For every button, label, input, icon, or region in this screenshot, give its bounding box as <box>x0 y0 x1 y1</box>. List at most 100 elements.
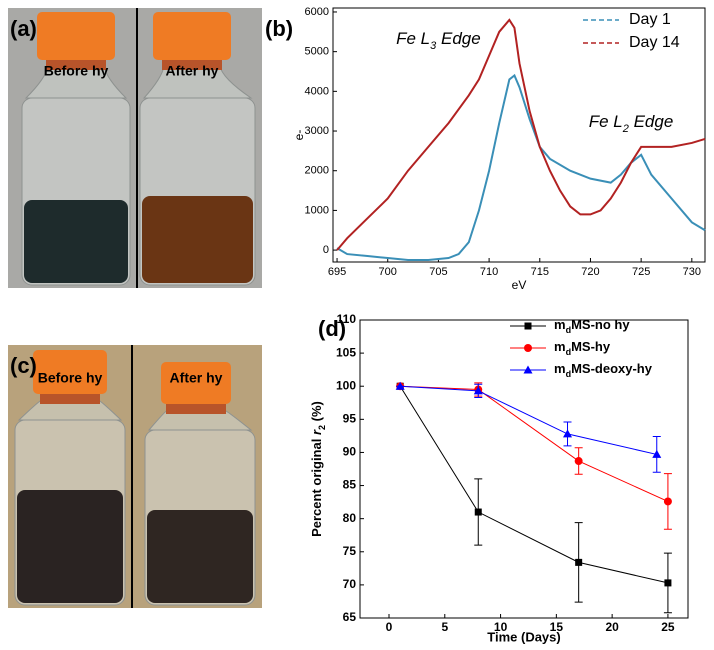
legend-marker <box>524 322 532 330</box>
annotation: Fe L3 Edge <box>396 29 481 51</box>
x-tick-label: 705 <box>429 266 447 278</box>
bottle-liquid <box>24 200 128 283</box>
series-line <box>336 18 706 251</box>
y-tick-label: 0 <box>323 244 329 256</box>
x-axis-label: eV <box>512 278 527 292</box>
y-tick-label: 4000 <box>305 85 329 97</box>
panel-label: (c) <box>10 353 37 378</box>
x-tick-label: 715 <box>531 266 549 278</box>
x-tick-label: 730 <box>683 266 701 278</box>
x-tick-label: 720 <box>581 266 599 278</box>
x-tick-label: 725 <box>632 266 650 278</box>
text-part: m <box>554 361 566 376</box>
x-tick-label: 695 <box>328 266 346 278</box>
marker <box>663 497 672 506</box>
series-line <box>400 385 669 502</box>
text-part: 2 <box>622 123 629 135</box>
text-part: MS-no hy <box>571 317 630 332</box>
text-part: MS-hy <box>571 339 611 354</box>
y-tick-label: 75 <box>343 544 357 558</box>
marker <box>574 457 583 466</box>
legend-label: mdMS-no hy <box>554 317 630 335</box>
x-tick-label: 10 <box>494 620 508 634</box>
bottle-liquid <box>17 490 123 603</box>
y-tick-label: 6000 <box>305 6 329 18</box>
text-part: Percent original <box>309 435 324 537</box>
y-tick-label: 85 <box>343 478 357 492</box>
marker <box>474 508 482 516</box>
text-part: Edge <box>436 29 480 48</box>
bottle-neck-band <box>40 394 100 404</box>
legend-marker <box>523 365 533 374</box>
bottle-cap <box>153 12 231 60</box>
photo-caption: Before hy <box>44 63 109 79</box>
text-part: r <box>309 429 324 435</box>
text-part: Edge <box>629 113 673 132</box>
y-tick-label: 65 <box>343 610 357 624</box>
bottle-liquid <box>147 510 253 603</box>
text-part: Fe L <box>396 29 430 48</box>
x-tick-label: 20 <box>605 620 619 634</box>
legend-marker <box>524 344 532 352</box>
y-axis-label: e- <box>292 130 306 141</box>
photo-caption: After hy <box>170 370 223 386</box>
x-tick-label: 700 <box>379 266 397 278</box>
text-part: m <box>554 339 566 354</box>
series-line <box>400 385 657 455</box>
bottle-cap <box>33 350 107 394</box>
bottle-liquid <box>142 196 253 283</box>
bottle-neck-band <box>162 60 222 70</box>
legend-label: Day 1 <box>629 11 671 28</box>
y-tick-label: 95 <box>343 412 357 426</box>
y-tick-label: 100 <box>336 378 356 392</box>
text-part: Fe L <box>589 113 623 132</box>
y-tick-label: 105 <box>336 345 356 359</box>
text-part: d <box>566 369 572 379</box>
y-axis-label: Percent original r2 (%) <box>309 401 327 537</box>
bottle-cap <box>161 362 231 404</box>
photo-caption: After hy <box>166 63 219 79</box>
legend-label: mdMS-hy <box>554 339 611 357</box>
marker <box>395 381 405 390</box>
photo-caption: Before hy <box>38 370 103 386</box>
bottle-neck-band <box>166 404 226 414</box>
text-part: d <box>566 325 572 335</box>
legend-label: Day 14 <box>629 34 680 51</box>
text-part: m <box>554 317 566 332</box>
panel-label: (d) <box>318 316 346 341</box>
marker <box>575 558 583 566</box>
x-axis-label: Time (Days) <box>487 629 560 644</box>
y-tick-label: 1000 <box>305 204 329 216</box>
text-part: (%) <box>309 401 324 425</box>
marker <box>664 579 672 587</box>
x-tick-label: 0 <box>386 620 393 634</box>
series-line <box>399 385 669 584</box>
marker <box>473 386 483 395</box>
annotation: Fe L2 Edge <box>589 113 674 135</box>
bottle-neck-band <box>46 60 106 70</box>
text-part: 2 <box>317 425 327 430</box>
series-line <box>336 73 706 262</box>
text-part: MS-deoxy-hy <box>571 361 653 376</box>
y-tick-label: 80 <box>343 511 357 525</box>
text-part: 3 <box>430 40 437 52</box>
marker <box>652 449 662 458</box>
y-tick-label: 3000 <box>305 125 329 137</box>
x-tick-label: 5 <box>441 620 448 634</box>
bottle-cap <box>37 12 115 60</box>
y-tick-label: 110 <box>337 312 357 326</box>
y-tick-label: 5000 <box>305 46 329 58</box>
x-tick-label: 15 <box>550 620 564 634</box>
panel-label: (b) <box>265 16 293 41</box>
marker <box>563 429 573 438</box>
plot-frame <box>359 319 689 619</box>
y-tick-label: 70 <box>343 577 357 591</box>
text-part: d <box>566 347 572 357</box>
y-tick-label: 2000 <box>305 165 329 177</box>
x-tick-label: 710 <box>480 266 498 278</box>
y-tick-label: 90 <box>343 445 357 459</box>
x-tick-label: 25 <box>661 620 675 634</box>
legend-label: mdMS-deoxy-hy <box>554 361 653 379</box>
